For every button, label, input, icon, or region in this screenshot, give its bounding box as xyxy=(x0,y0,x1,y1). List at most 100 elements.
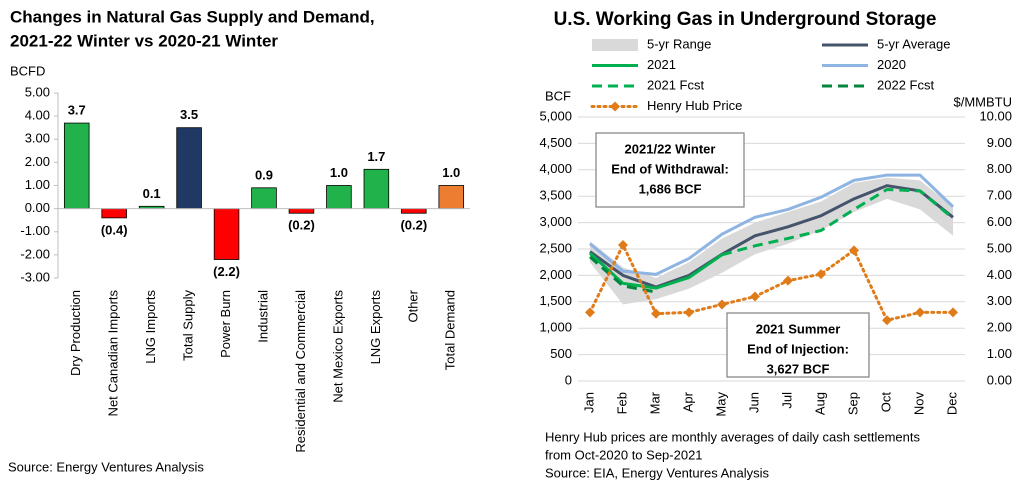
x-tick-label: Aug xyxy=(812,392,827,415)
marker xyxy=(849,245,859,256)
legend-label: 2021 xyxy=(647,57,676,72)
y-tick-label: 3.00 xyxy=(25,131,50,146)
data-label: (0.2) xyxy=(400,218,427,233)
data-label: 1.0 xyxy=(442,165,460,180)
legend-label: 2022 Fcst xyxy=(877,77,934,92)
data-label: 1.0 xyxy=(330,165,348,180)
annotation-text: End of Withdrawal: xyxy=(611,161,729,176)
bar xyxy=(438,185,465,210)
series-line xyxy=(588,241,955,323)
x-tick-label: Jun xyxy=(746,392,761,413)
bar xyxy=(363,168,390,210)
source: Source: EIA, Energy Ventures Analysis xyxy=(545,465,770,480)
bar xyxy=(401,208,427,214)
annotation-text: 2021/22 Winter xyxy=(625,141,716,156)
marker xyxy=(948,307,958,318)
y-tick-label: 4,500 xyxy=(539,135,572,150)
x-tick-label: Sep xyxy=(845,392,860,415)
bar xyxy=(326,185,352,210)
x-tick-label: Dry Production xyxy=(68,290,83,376)
footnote: Henry Hub prices are monthly averages of… xyxy=(545,429,921,444)
x-tick-label: Net Canadian Imports xyxy=(106,290,121,417)
y-tick-label: 2,500 xyxy=(539,240,572,255)
bar xyxy=(176,127,202,210)
y2-tick-label: 3.00 xyxy=(987,293,1012,308)
y-tick-label: 0.00 xyxy=(25,200,50,215)
annotation-box xyxy=(595,132,745,208)
data-label: 0.9 xyxy=(255,167,273,182)
y-axis-label: BCF xyxy=(545,88,571,103)
y2-tick-label: 2.00 xyxy=(987,320,1012,335)
chart-title: Changes in Natural Gas Supply and Demand… xyxy=(10,7,375,26)
y2-tick-label: 1.00 xyxy=(987,346,1012,361)
x-tick-label: Industrial xyxy=(255,290,270,343)
source: Source: Energy Ventures Analysis xyxy=(8,459,204,474)
x-tick-label: LNG Imports xyxy=(143,290,158,364)
y-tick-label: 4,000 xyxy=(539,161,572,176)
marker xyxy=(585,307,595,318)
y-tick-label: -2.00 xyxy=(20,246,50,261)
legend-label: 2020 xyxy=(877,57,906,72)
x-tick-label: Total Demand xyxy=(443,290,458,370)
series-line xyxy=(588,252,723,290)
series-line xyxy=(589,173,955,276)
x-tick-label: Jul xyxy=(779,392,794,409)
annotation-text: End of Injection: xyxy=(747,341,849,356)
y2-tick-label: 0.00 xyxy=(987,372,1012,387)
y2-tick-label: 10.00 xyxy=(979,108,1012,123)
data-label: (2.2) xyxy=(213,264,240,279)
x-tick-label: Residential and Commercial xyxy=(293,290,308,453)
y2-tick-label: 4.00 xyxy=(987,267,1012,282)
y2-tick-label: 6.00 xyxy=(987,214,1012,229)
y-axis-label: BCFD xyxy=(10,63,45,78)
y-tick-label: 2,000 xyxy=(539,267,572,282)
y2-tick-label: 5.00 xyxy=(987,240,1012,255)
y-tick-label: 3,500 xyxy=(539,188,572,203)
data-label: 3.5 xyxy=(180,107,198,122)
y-tick-label: 1,000 xyxy=(539,320,572,335)
data-label: 0.1 xyxy=(143,186,161,201)
legend-label: 5-yr Average xyxy=(877,36,950,51)
y2-tick-label: 7.00 xyxy=(987,188,1012,203)
data-label: 1.7 xyxy=(367,149,385,164)
marker xyxy=(750,291,760,302)
marker xyxy=(717,299,727,310)
x-tick-label: Jan xyxy=(581,392,596,413)
series-line xyxy=(589,184,954,289)
legend-marker xyxy=(610,101,620,112)
marker xyxy=(651,308,661,319)
bar xyxy=(288,208,315,214)
y-tick-label: 5.00 xyxy=(25,84,50,99)
annotation-text: 3,627 BCF xyxy=(767,361,830,376)
bar xyxy=(251,187,277,210)
marker xyxy=(618,240,628,251)
legend-label: 2021 Fcst xyxy=(647,77,704,92)
y-tick-label: -3.00 xyxy=(20,269,50,284)
data-label: (0.2) xyxy=(288,218,315,233)
footnote: from Oct-2020 to Sep-2021 xyxy=(545,447,703,462)
y-tick-label: 2.00 xyxy=(25,154,50,169)
y2-tick-label: 9.00 xyxy=(987,135,1012,150)
x-tick-label: May xyxy=(713,392,728,417)
legend-label: Henry Hub Price xyxy=(647,98,742,113)
marker xyxy=(915,307,925,318)
y-tick-label: 0 xyxy=(565,372,572,387)
bar xyxy=(63,122,90,210)
marker xyxy=(816,269,826,280)
legend-label: 5-yr Range xyxy=(647,36,711,51)
legend-swatch xyxy=(592,39,638,51)
chart-title: U.S. Working Gas in Underground Storage xyxy=(554,9,937,30)
y-tick-label: 500 xyxy=(550,346,572,361)
marker xyxy=(882,315,892,326)
y-tick-label: 3,000 xyxy=(539,214,572,229)
x-tick-label: LNG Exports xyxy=(368,290,383,365)
x-tick-label: Other xyxy=(405,289,420,322)
y2-tick-label: 8.00 xyxy=(987,161,1012,176)
x-tick-label: Nov xyxy=(911,392,926,416)
bar xyxy=(101,208,127,219)
x-tick-label: Power Burn xyxy=(218,290,233,358)
marker xyxy=(684,307,694,318)
x-tick-label: Dec xyxy=(944,392,959,416)
bar xyxy=(213,208,240,260)
